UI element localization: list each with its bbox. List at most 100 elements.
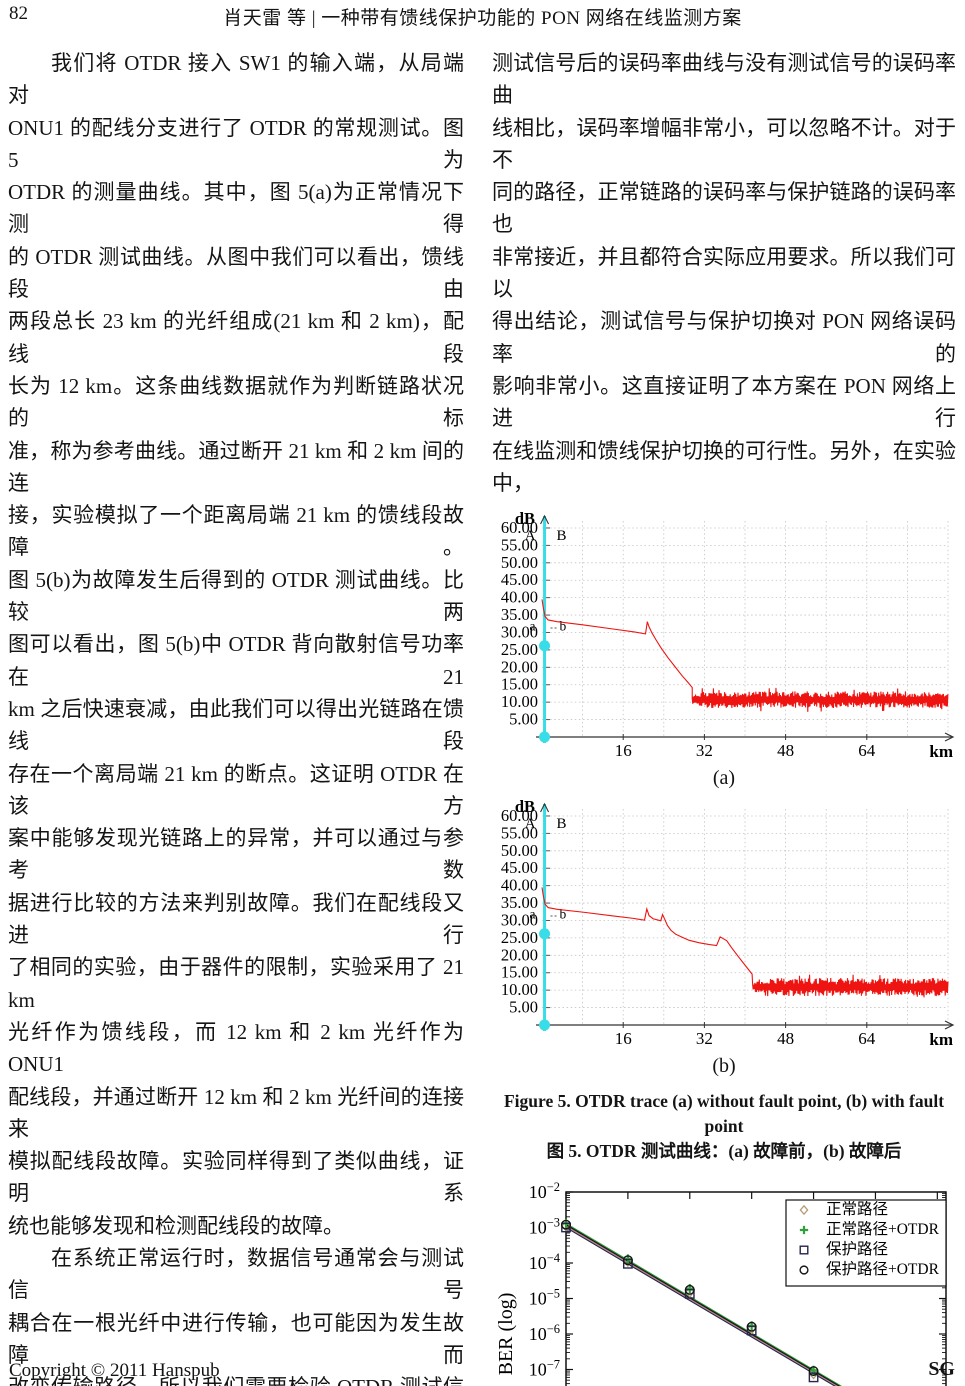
grid — [542, 521, 949, 738]
y-axis-label: BER (log) — [495, 1293, 517, 1376]
text-line: km 之后快速衰减，由此我们可以得出光链路在馈线段 — [8, 696, 464, 754]
text-line: 模拟配线段故障。实验同样得到了类似曲线，证明系 — [8, 1149, 464, 1206]
svg-text:15.00: 15.00 — [501, 675, 538, 694]
legend-label: 正常路径 — [826, 1200, 888, 1218]
cursor-marker-labels: A Ba b — [525, 528, 567, 633]
svg-text:50.00: 50.00 — [501, 553, 538, 572]
text-line: 长为 12 km。这条曲线数据就作为判断链路状况的标 — [8, 373, 464, 431]
svg-text:45.00: 45.00 — [501, 858, 538, 877]
footer-sg: SG — [928, 1358, 955, 1380]
text-line: 接，实验模拟了一个距离局端 21 km 的馈线段故障。 — [8, 503, 464, 560]
x-axis: 16 32 48 64 km — [536, 732, 955, 761]
figure5a: 5.00 10.00 15.00 20.00 25.00 30.00 35.00 40.00 4… — [492, 511, 956, 763]
otdr-plot: 5.0010.0015.0020.0025.0030.0035.0040.004… — [501, 799, 955, 1049]
text-line: 图 5(b)为故障发生后得到的 OTDR 测试曲线。比较两 — [8, 567, 464, 625]
svg-text:5.00: 5.00 — [509, 998, 538, 1017]
svg-text:b: b — [560, 619, 567, 634]
svg-text:32: 32 — [696, 1029, 713, 1048]
otdr-trace — [541, 887, 949, 998]
legend-label: 保护路径+OTDR — [826, 1260, 940, 1278]
svg-text:20.00: 20.00 — [501, 945, 538, 964]
paragraph: 测试信号后的误码率曲线与没有测试信号的误码率曲 线相比，误码率增幅非常小，可以忽略… — [492, 47, 956, 499]
paragraph: 我们将 OTDR 接入 SW1 的输入端，从局端对 ONU1 的配线分支进行了 O… — [8, 47, 464, 1242]
svg-text:a: a — [530, 907, 536, 922]
figure5b-subcaption: (b) — [712, 1055, 736, 1078]
text-line: 改变传输路径，所以我们需要检验 OTDR 测试信号以 — [8, 1371, 464, 1386]
svg-text:A: A — [525, 816, 536, 832]
svg-text:5.00: 5.00 — [509, 710, 538, 729]
svg-text:10−2: 10−2 — [529, 1180, 560, 1202]
svg-text:b: b — [560, 907, 567, 922]
y-axis: 5.0010.0015.0020.0025.0030.0035.0040.004… — [501, 511, 550, 729]
text-line: 耦合在一根光纤中进行传输，也可能因为发生故障而 — [8, 1310, 464, 1367]
ber-chart: −33−32.5−32−31.5−31−30.5−30接收信号功率(dbm) 10… — [495, 1180, 947, 1386]
running-header: 肖天雷 等 | 一种带有馈线保护功能的 PON 网络在线监测方案 — [223, 8, 742, 29]
svg-text:55.00: 55.00 — [501, 536, 538, 555]
svg-text:16: 16 — [615, 1029, 632, 1048]
text-line: 两段总长 23 km 的光纤组成(21 km 和 2 km)，配线段 — [8, 309, 464, 366]
text-line: 配线段，并通过断开 12 km 和 2 km 光纤间的连接来 — [8, 1084, 464, 1141]
text-line: 测试信号后的误码率曲线与没有测试信号的误码率曲 — [492, 51, 956, 108]
figure5a-subcaption: (a) — [712, 767, 736, 790]
data-markers — [560, 1219, 819, 1383]
figure5-caption: Figure 5. OTDR trace (a) without fault p… — [492, 1089, 956, 1164]
svg-text:15.00: 15.00 — [501, 963, 538, 982]
svg-text:10−5: 10−5 — [529, 1287, 560, 1309]
svg-text:10−6: 10−6 — [529, 1322, 560, 1344]
svg-text:35.00: 35.00 — [501, 605, 538, 624]
svg-text:48: 48 — [777, 741, 794, 760]
svg-text:km: km — [929, 1030, 953, 1049]
text-line: OTDR 的测量曲线。其中，图 5(a)为正常情况下测得 — [8, 180, 464, 237]
svg-text:A: A — [525, 528, 536, 544]
svg-text:48: 48 — [777, 1029, 794, 1048]
svg-text:32: 32 — [696, 741, 713, 760]
text-line: 非常接近，并且都符合实际应用要求。所以我们可以 — [492, 244, 956, 302]
svg-text:dB: dB — [515, 511, 535, 528]
text-line: 影响非常小。这直接证明了本方案在 PON 网络上进行 — [492, 373, 956, 431]
text-line: 在系统正常运行时，数据信号通常会与测试信号 — [8, 1245, 464, 1303]
cursor-line — [539, 802, 551, 1032]
svg-text:20.00: 20.00 — [501, 657, 538, 676]
svg-text:B: B — [557, 816, 567, 832]
svg-text:25.00: 25.00 — [501, 640, 538, 659]
svg-text:a: a — [530, 619, 536, 634]
svg-text:64: 64 — [858, 1029, 876, 1048]
x-axis: −33−32.5−32−31.5−31−30.5−30接收信号功率(dbm) — [565, 1192, 938, 1200]
svg-text:55.00: 55.00 — [501, 824, 538, 843]
svg-text:dB: dB — [515, 799, 535, 816]
ber-plot: −33−32.5−32−31.5−31−30.5−30接收信号功率(dbm) 10… — [495, 1180, 947, 1386]
otdr-chart-b: 5.0010.0015.0020.0025.0030.0035.0040.004… — [501, 799, 955, 1049]
text-line: 存在一个离局端 21 km 的断点。这证明 OTDR 在该方 — [8, 761, 464, 818]
text-line: 统也能够发现和检测配线段的故障。 — [8, 1213, 344, 1238]
svg-text:10−7: 10−7 — [529, 1358, 560, 1380]
text-line: 光纤作为馈线段，而 12 km 和 2 km 光纤作为 ONU1 — [8, 1019, 464, 1077]
page-number: 82 — [9, 3, 28, 24]
text-line: 的 OTDR 测试曲线。从图中我们可以看出，馈线段由 — [8, 244, 464, 302]
svg-text:64: 64 — [858, 741, 876, 760]
text-line: 案中能够发现光链路上的异常，并可以通过与参考数 — [8, 826, 464, 883]
svg-text:B: B — [557, 528, 567, 544]
svg-text:16: 16 — [615, 741, 632, 760]
text-line: 线相比，误码率增幅非常小，可以忽略不计。对于不 — [492, 115, 956, 172]
paragraph: 在系统正常运行时，数据信号通常会与测试信号 耦合在一根光纤中进行传输，也可能因为发… — [8, 1242, 464, 1386]
x-axis: 16 32 48 64 km — [536, 1020, 955, 1049]
cursor-line — [539, 514, 551, 744]
text-line: 同的路径，正常链路的误码率与保护链路的误码率也 — [492, 180, 956, 237]
text-line: 在线监测和馈线保护切换的可行性。另外，在实验中， — [492, 438, 956, 495]
left-column: 我们将 OTDR 接入 SW1 的输入端，从局端对 ONU1 的配线分支进行了 O… — [8, 47, 464, 1386]
text-line: 准，称为参考曲线。通过断开 21 km 和 2 km 间的连 — [8, 438, 464, 495]
otdr-trace — [541, 599, 949, 713]
svg-text:30.00: 30.00 — [501, 911, 538, 930]
svg-text:10.00: 10.00 — [501, 692, 538, 711]
svg-text:10−4: 10−4 — [529, 1251, 561, 1273]
cursor-marker-labels: A Ba b — [525, 816, 567, 921]
text-line: 我们将 OTDR 接入 SW1 的输入端，从局端对 — [8, 51, 464, 108]
svg-text:35.00: 35.00 — [501, 893, 538, 912]
copyright: Copyright © 2011 Hanspub — [9, 1360, 220, 1381]
svg-text:60.00: 60.00 — [501, 806, 538, 825]
figure5-caption-en: Figure 5. OTDR trace (a) without fault p… — [503, 1091, 945, 1137]
text-line: 了相同的实验，由于器件的限制，实验采用了 21 km — [8, 955, 464, 1012]
otdr-plot: 5.0010.0015.0020.0025.0030.0035.0040.004… — [501, 511, 955, 761]
svg-text:km: km — [929, 742, 953, 761]
